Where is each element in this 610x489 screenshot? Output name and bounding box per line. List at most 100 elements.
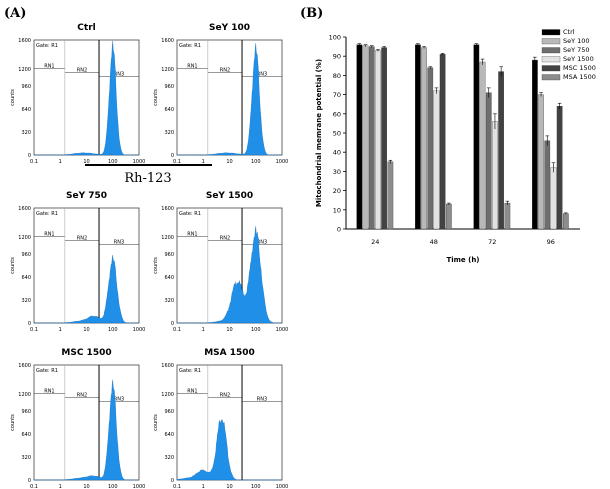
y-tick-label: 640 <box>21 107 31 113</box>
histogram-1: Ctrl Gate: R1 0 320 640 960 1200 1600 counts 0.1 1… <box>10 23 145 165</box>
x-tick-label: 1000 <box>133 327 146 333</box>
x-tick-label: 0.1 <box>173 327 181 333</box>
gate-label: Gate: R1 <box>179 368 201 374</box>
gate-label: Gate: R1 <box>179 211 201 217</box>
x-tick-label: 1 <box>59 327 62 333</box>
bar-ctrl <box>356 44 363 230</box>
x-tick-label: 100 <box>251 484 261 489</box>
x-tick-label: 1 <box>59 159 62 165</box>
legend-swatch <box>541 74 561 81</box>
y-tick-label: 0 <box>171 478 174 484</box>
flow-histograms: Ctrl Gate: R1 0 320 640 960 1200 1600 counts 0.1 1… <box>10 23 288 489</box>
y-tick-label: 1600 <box>161 206 174 212</box>
x-tick-label: 10 <box>83 327 89 333</box>
y-tick-label: 960 <box>21 252 31 258</box>
histogram-title: SeY 1500 <box>206 191 253 201</box>
histogram-frame <box>33 364 140 481</box>
y-tick-label: 960 <box>21 409 31 415</box>
x-axis-title: Time (h) <box>446 256 479 264</box>
y-tick-label: 320 <box>21 130 31 136</box>
bar-msc-1500 <box>556 105 563 230</box>
y-axis-label: counts <box>153 257 159 274</box>
y-tick-label: 70 <box>333 91 341 99</box>
bar-sey-750 <box>427 67 434 230</box>
legend-swatch <box>541 38 561 45</box>
panel-a-label: (A) <box>4 6 26 21</box>
x-tick-label: 10 <box>226 484 232 489</box>
y-tick-label: 1600 <box>18 38 31 44</box>
marker-region-label: RN2 <box>77 235 87 241</box>
legend-label: MSA 1500 <box>563 73 596 81</box>
histogram-frame <box>176 39 283 156</box>
legend-label: Ctrl <box>563 28 575 36</box>
histogram-title: MSA 1500 <box>204 348 255 358</box>
y-axis-label: counts <box>10 89 16 106</box>
bar-sey-750 <box>544 140 551 230</box>
bar-msa-1500 <box>504 202 511 230</box>
bar-sey-100 <box>421 47 427 230</box>
bar-ctrl <box>414 44 421 230</box>
bar-msc-1500 <box>439 54 446 230</box>
marker-region-label: RN2 <box>77 67 87 73</box>
y-tick-label: 960 <box>164 252 174 258</box>
histogram-distribution <box>34 379 139 481</box>
y-tick-label: 1600 <box>18 363 31 369</box>
bar-sey-100 <box>538 94 544 230</box>
x-tick-label: 96 <box>547 238 555 246</box>
bar-msc-1500 <box>381 47 388 230</box>
y-tick-label: 60 <box>333 110 341 118</box>
x-tick-label: 10 <box>83 484 89 489</box>
x-tick-label: 1000 <box>276 159 289 165</box>
histogram-6: MSA 1500 Gate: R1 0 320 640 960 1200 1600 counts… <box>153 348 288 489</box>
y-tick-label: 320 <box>21 298 31 304</box>
x-tick-label: 100 <box>108 327 118 333</box>
y-tick-label: 1600 <box>161 38 174 44</box>
x-tick-label: 72 <box>488 238 496 246</box>
bar-sey-1500 <box>433 90 440 230</box>
marker-region-label: RN1 <box>44 231 54 237</box>
y-tick-label: 30 <box>333 168 341 176</box>
marker-region-label: RN3 <box>257 71 267 77</box>
legend-swatch <box>541 47 561 54</box>
bar-sey-100 <box>362 45 369 230</box>
histogram-4: SeY 1500 Gate: R1 0 320 640 960 1200 1600 counts… <box>153 191 288 333</box>
x-tick-label: 1 <box>202 159 205 165</box>
bar-msa-1500 <box>563 213 569 230</box>
x-tick-label: 100 <box>108 159 118 165</box>
y-tick-label: 0 <box>337 226 341 234</box>
y-tick-label: 0 <box>171 321 174 327</box>
y-tick-label: 320 <box>164 130 174 136</box>
y-tick-label: 40 <box>333 149 341 157</box>
x-tick-label: 0.1 <box>30 484 38 489</box>
legend-swatch <box>541 65 561 72</box>
legend-label: SeY 100 <box>563 37 590 45</box>
histogram-title: SeY 750 <box>66 191 107 201</box>
marker-region-label: RN2 <box>220 392 230 398</box>
y-tick-label: 1200 <box>18 392 31 398</box>
marker-region-label: RN3 <box>114 71 124 77</box>
y-tick-label: 0 <box>28 478 31 484</box>
marker-region-label: RN3 <box>257 239 267 245</box>
x-tick-label: 0.1 <box>173 484 181 489</box>
marker-region-label: RN1 <box>187 388 197 394</box>
marker-region-label: RN1 <box>44 388 54 394</box>
y-tick-label: 640 <box>21 432 31 438</box>
y-tick-label: 640 <box>21 275 31 281</box>
bar-sey-1500 <box>375 50 381 230</box>
bar-sey-1500 <box>492 121 498 230</box>
y-tick-label: 0 <box>171 153 174 159</box>
histogram-title: SeY 100 <box>209 23 250 33</box>
x-tick-label: 10 <box>226 327 232 333</box>
histogram-3: SeY 750 Gate: R1 0 320 640 960 1200 1600 counts 0… <box>10 191 145 333</box>
histogram-5: MSC 1500 Gate: R1 0 320 640 960 1200 1600 counts… <box>10 348 145 489</box>
y-axis-title: Mitochondrial memrane potential (%) <box>315 59 323 207</box>
y-tick-label: 20 <box>333 187 341 195</box>
marker-region-label: RN2 <box>77 392 87 398</box>
panel-b-label: (B) <box>300 6 323 21</box>
marker-region-label: RN3 <box>114 396 124 402</box>
histogram-title: Ctrl <box>77 23 95 33</box>
y-axis-label: counts <box>153 89 159 106</box>
rh123-axis-label: Rh-123 <box>124 171 171 186</box>
y-tick-label: 640 <box>164 432 174 438</box>
membrane-potential-bar-chart: 0 10 20 30 40 50 60 70 80 90 100 Mitochondrial memr… <box>315 28 596 264</box>
